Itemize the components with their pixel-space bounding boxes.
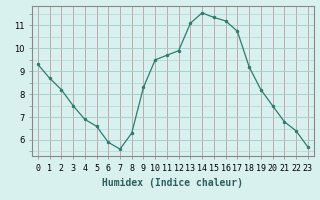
- X-axis label: Humidex (Indice chaleur): Humidex (Indice chaleur): [102, 178, 243, 188]
